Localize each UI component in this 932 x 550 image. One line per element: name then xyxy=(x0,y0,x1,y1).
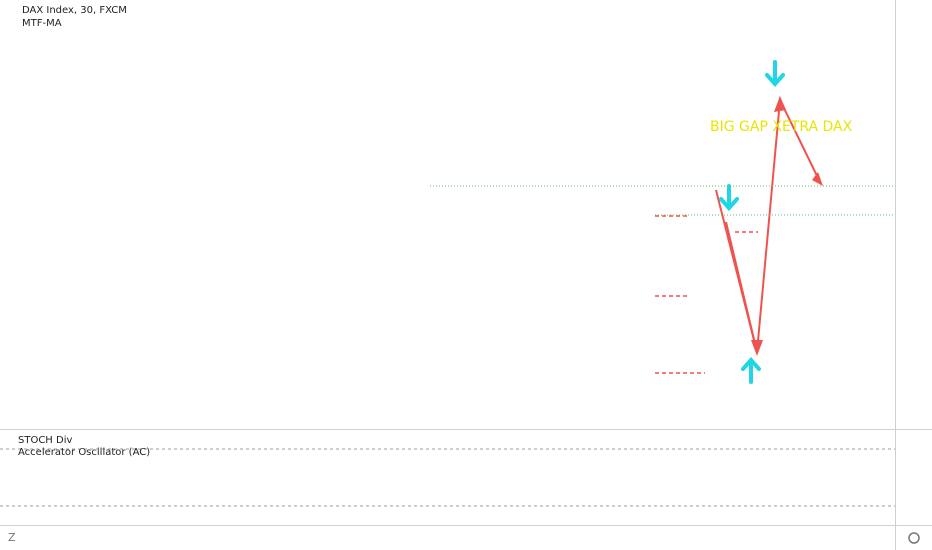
chart-title: DAX Index, 30, FXCM xyxy=(22,5,127,16)
arrow-head xyxy=(774,96,786,112)
fib-marker xyxy=(655,215,758,374)
projection-path xyxy=(725,221,758,353)
zoom-icon[interactable]: Z xyxy=(8,531,16,544)
annotation: BIG GAP XETRA DAX xyxy=(710,119,853,135)
cyan-arrow xyxy=(719,60,785,384)
settings-icon[interactable] xyxy=(908,532,920,544)
projection-path xyxy=(715,96,821,353)
oscillator-title: STOCH Div xyxy=(18,435,72,446)
oscillator-subtitle: Accelerator Oscillator (AC) xyxy=(18,447,150,458)
arrow-head xyxy=(812,172,823,186)
oscillator-bounds xyxy=(0,448,895,507)
arrow-head xyxy=(751,340,763,356)
texts: DAX Index, 30, FXCM MTF-MA BIG GAP XETRA… xyxy=(18,5,853,458)
chart-subtitle: MTF-MA xyxy=(22,18,62,29)
